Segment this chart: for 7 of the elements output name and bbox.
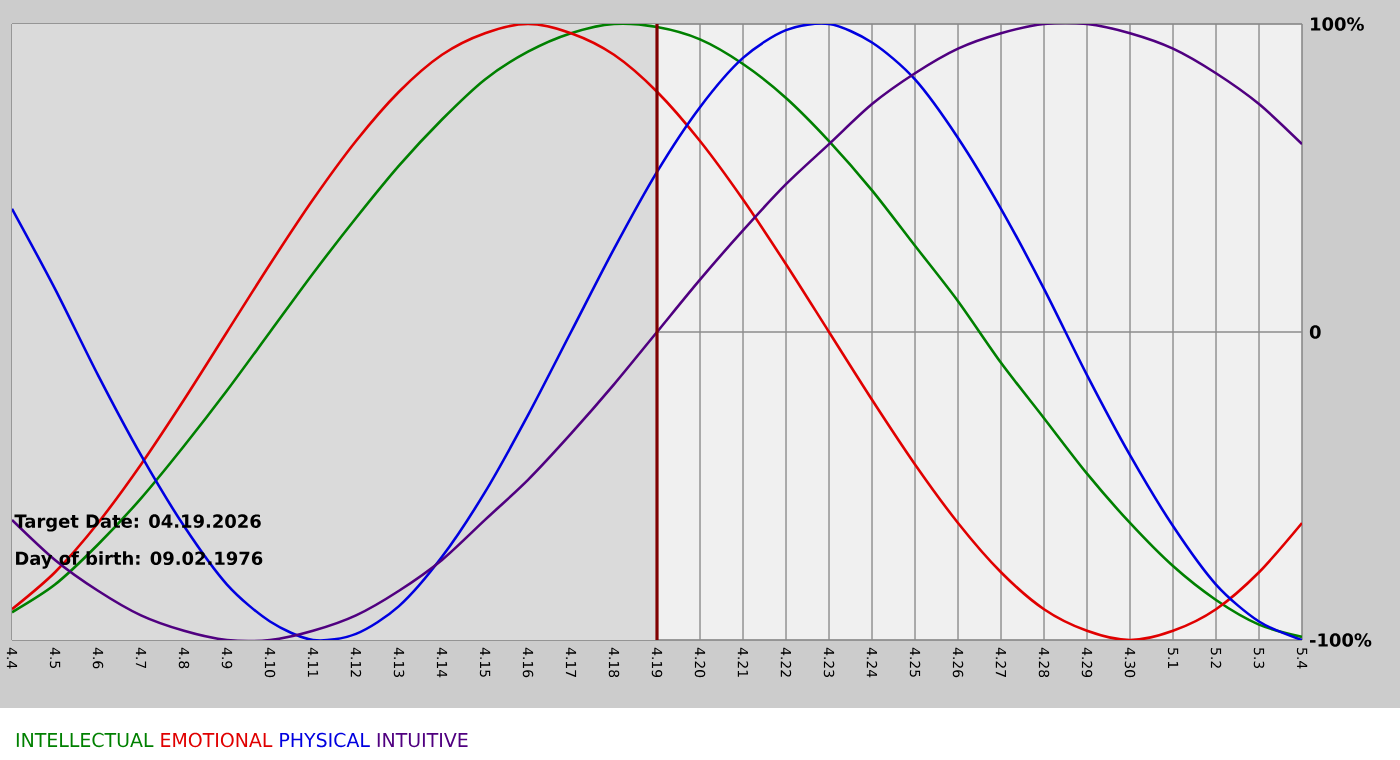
- text: INTUITIVE: [377, 733, 468, 748]
- text: EMOTIONAL: [161, 732, 273, 748]
- y-tick-label: 0: [1309, 325, 1321, 339]
- y-tick-label: -100%: [1310, 633, 1372, 647]
- y-tick-label: 100%: [1311, 17, 1364, 31]
- text: INTELLECTUAL: [16, 732, 154, 748]
- text: PHYSICAL: [280, 732, 370, 748]
